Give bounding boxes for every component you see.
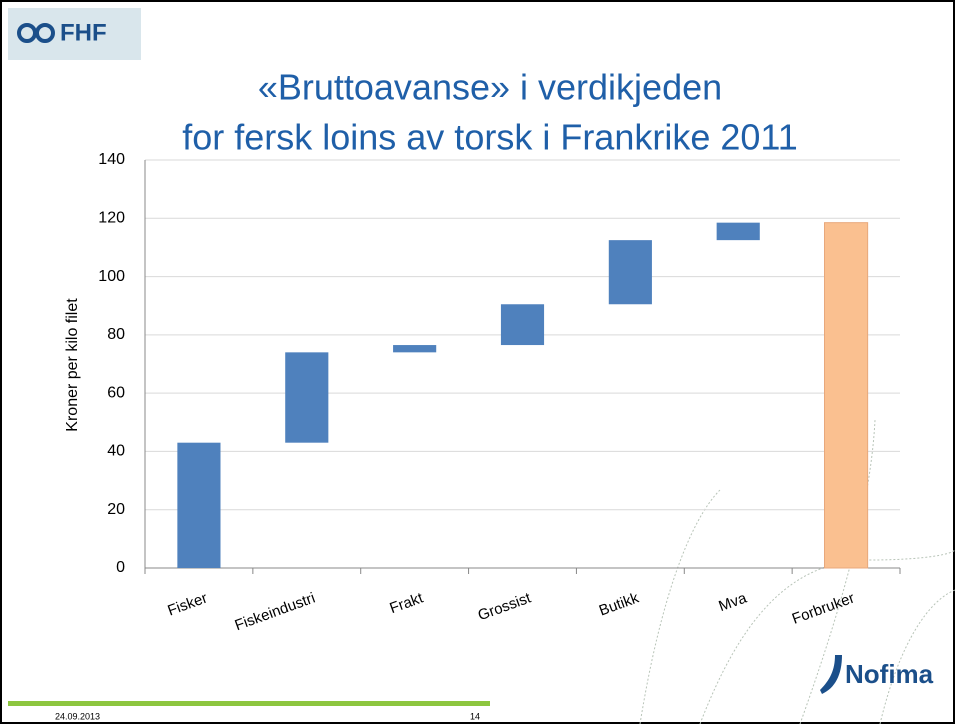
y-tick-label: 20 xyxy=(107,501,125,518)
y-tick-label: 40 xyxy=(107,443,125,460)
y-axis-label: Kroner per kilo filet xyxy=(64,298,81,432)
y-tick-label: 80 xyxy=(107,326,125,343)
decor xyxy=(639,419,955,724)
footer-page: 14 xyxy=(470,711,480,721)
bar xyxy=(824,222,869,569)
logo-icon xyxy=(17,23,55,43)
y-tick-label: 120 xyxy=(98,210,125,227)
bar xyxy=(393,345,437,353)
bar xyxy=(608,240,652,305)
brand-icon xyxy=(820,655,842,694)
y-tick-label: 140 xyxy=(98,151,125,168)
bar xyxy=(716,222,760,241)
footer-brand: Nofima xyxy=(845,659,934,689)
chart-title: for fersk loins av torsk i Frankrike 201… xyxy=(182,117,798,158)
y-tick-label: 0 xyxy=(116,559,125,576)
footer-date: 24.09.2013 xyxy=(55,711,100,721)
bar xyxy=(177,442,221,568)
y-tick-label: 60 xyxy=(107,384,125,401)
footer-bar xyxy=(8,701,490,706)
chart-title: «Bruttoavanse» i verdikjeden xyxy=(258,67,722,108)
bar xyxy=(285,352,329,443)
logo-text: FHF xyxy=(60,19,107,46)
y-tick-label: 100 xyxy=(98,268,125,285)
logo-box xyxy=(8,8,141,60)
bar xyxy=(500,304,545,346)
